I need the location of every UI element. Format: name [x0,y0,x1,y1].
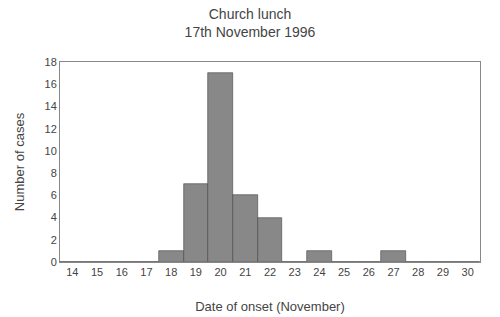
svg-text:18: 18 [165,266,177,278]
svg-text:8: 8 [51,167,57,179]
svg-text:25: 25 [338,266,350,278]
svg-text:15: 15 [91,266,103,278]
svg-text:14: 14 [45,100,57,112]
svg-text:12: 12 [45,123,57,135]
svg-text:16: 16 [45,78,57,90]
svg-text:27: 27 [387,266,399,278]
svg-text:30: 30 [462,266,474,278]
svg-text:Date of onset (November): Date of onset (November) [195,299,345,314]
svg-text:Church lunch17th November 1996: Church lunch17th November 1996 [185,6,316,40]
svg-text:26: 26 [363,266,375,278]
svg-text:23: 23 [289,266,301,278]
svg-text:18: 18 [45,56,57,68]
svg-text:20: 20 [214,266,226,278]
svg-text:Number of cases: Number of cases [12,112,27,211]
svg-text:0: 0 [51,256,57,268]
svg-text:21: 21 [239,266,251,278]
svg-text:10: 10 [45,145,57,157]
svg-text:29: 29 [437,266,449,278]
svg-text:4: 4 [51,211,57,223]
svg-text:17: 17 [140,266,152,278]
svg-text:28: 28 [412,266,424,278]
svg-text:22: 22 [264,266,276,278]
svg-text:16: 16 [116,266,128,278]
svg-text:2: 2 [51,234,57,246]
svg-text:14: 14 [66,266,78,278]
svg-text:19: 19 [190,266,202,278]
svg-text:6: 6 [51,189,57,201]
svg-text:24: 24 [313,266,325,278]
